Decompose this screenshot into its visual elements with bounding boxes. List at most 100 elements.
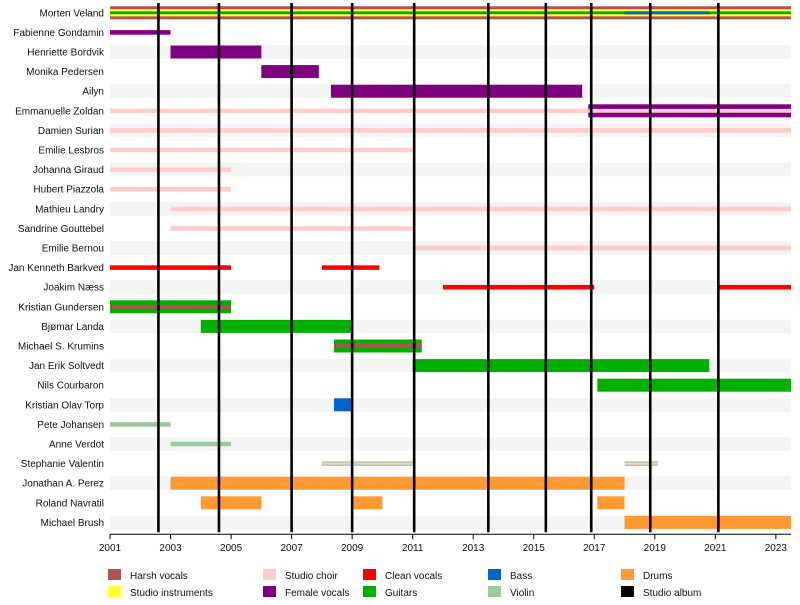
- bar-emmanuelle-zoldan-choir: [588, 108, 791, 113]
- bar-jan-kenneth-barkved-clean: [321, 265, 380, 270]
- legend-label-drums: Drums: [643, 571, 672, 582]
- x-tick-label-2017: 2017: [583, 543, 606, 554]
- legend-swatch-violin: [488, 586, 501, 597]
- bar-michael-brush-drums: [624, 515, 791, 529]
- legend-swatch-female: [263, 586, 276, 597]
- legend-label-clean: Clean vocals: [385, 571, 442, 582]
- legend-swatch-clean: [363, 569, 376, 580]
- x-axis: 2001 2003 2005 2007 2009 2011 2013 2015 2017 2019…: [99, 533, 791, 554]
- bar-jan-erik-soltvedt-guitars: [412, 359, 710, 373]
- row-background: [110, 45, 791, 59]
- x-tick-label-2021: 2021: [704, 543, 727, 554]
- member-label-stephanie-valentin: Stephanie Valentin: [21, 459, 104, 470]
- bar-joakim-n-ss-clean: [442, 284, 595, 290]
- member-labels: Morten Veland Fabienne Gondamin Henriette …: [8, 8, 105, 529]
- bar-henriette-bordvik-female: [170, 45, 262, 59]
- member-label-joakim-n-ss: Joakim Næss: [43, 283, 104, 294]
- legend-swatch-harsh: [108, 569, 121, 580]
- bar-fabienne-gondamin-female: [110, 30, 171, 35]
- legend-swatch-instr: [108, 586, 121, 597]
- bar-michael-s-krumins-harsh: [333, 344, 422, 348]
- member-label-bj-mar-landa: Bjømar Landa: [41, 322, 104, 333]
- row-background: [110, 162, 791, 177]
- member-label-roland-navratil: Roland Navratil: [36, 498, 104, 509]
- bar-ailyn-female: [330, 84, 583, 98]
- member-label-nils-courbaron: Nils Courbaron: [37, 381, 104, 392]
- legend-label-album: Studio album: [643, 588, 701, 599]
- x-tick-label-2007: 2007: [280, 543, 303, 554]
- member-label-jonathan-a-perez: Jonathan A. Perez: [22, 479, 104, 490]
- member-label-morten-veland: Morten Veland: [40, 8, 105, 19]
- member-label-emilie-bernou: Emilie Bernou: [42, 244, 104, 255]
- legend-swatch-drums: [621, 569, 634, 580]
- bar-emilie-lesbros-choir: [110, 147, 413, 153]
- bar-pete-johansen-violin: [110, 422, 171, 427]
- member-label-fabienne-gondamin: Fabienne Gondamin: [13, 28, 104, 39]
- member-label-michael-brush: Michael Brush: [41, 518, 104, 529]
- bar-nils-courbaron-guitars: [597, 378, 791, 392]
- bar-hubert-piazzola-choir: [110, 186, 232, 192]
- member-label-damien-surian: Damien Surian: [38, 126, 104, 137]
- bar-jonathan-a-perez-drums: [170, 476, 625, 490]
- legend-swatch-bass: [488, 569, 501, 580]
- bar-roland-navratil-drums: [352, 496, 383, 510]
- legend-label-instr: Studio instruments: [130, 588, 213, 599]
- bar-kristian-olav-torp-bass: [333, 398, 353, 412]
- x-tick-label-2011: 2011: [402, 543, 424, 554]
- x-tick-label-2015: 2015: [523, 543, 546, 554]
- member-label-pete-johansen: Pete Johansen: [37, 420, 104, 431]
- legend-swatch-guitars: [363, 586, 376, 597]
- row-background: [110, 398, 791, 412]
- bar-stephanie-valentin-choir: [321, 462, 413, 465]
- member-label-jan-erik-soltvedt: Jan Erik Soltvedt: [29, 361, 104, 372]
- bar-damien-surian-choir: [110, 128, 791, 133]
- x-tick-label-2013: 2013: [462, 543, 485, 554]
- row-background: [110, 437, 791, 451]
- legend: Harsh vocals Studio instruments Studio cho…: [108, 569, 701, 599]
- x-tick-label-2019: 2019: [644, 543, 667, 554]
- bar-morten-veland-guitars: [110, 11, 791, 15]
- member-label-sandrine-gouttebel: Sandrine Gouttebel: [18, 224, 104, 235]
- bar-morten-veland-bass: [624, 11, 710, 15]
- member-label-anne-verdot: Anne Verdot: [49, 440, 104, 451]
- x-tick-label-2001: 2001: [99, 543, 122, 554]
- member-label-monika-pedersen: Monika Pedersen: [26, 67, 104, 78]
- legend-label-violin: Violin: [510, 588, 534, 599]
- member-label-henriette-bordvik: Henriette Bordvik: [27, 48, 105, 59]
- member-bars: [110, 6, 792, 529]
- bar-mathieu-landry-choir: [170, 206, 792, 212]
- bar-stephanie-valentin-choir: [624, 462, 658, 465]
- legend-label-female: Female vocals: [285, 588, 349, 599]
- member-label-hubert-piazzola: Hubert Piazzola: [33, 185, 104, 196]
- bar-joakim-n-ss-clean: [718, 284, 791, 290]
- legend-label-guitars: Guitars: [385, 588, 417, 599]
- member-label-kristian-olav-torp: Kristian Olav Torp: [25, 400, 104, 411]
- legend-swatch-choir: [263, 569, 276, 580]
- bar-anne-verdot-violin: [170, 441, 232, 447]
- bar-jan-kenneth-barkved-clean: [110, 265, 232, 270]
- studio-album-lines: [157, 3, 720, 533]
- bar-johanna-giraud-choir: [110, 167, 232, 172]
- bar-monika-pedersen-female: [261, 65, 319, 79]
- x-tick-label-2009: 2009: [341, 543, 364, 554]
- bar-kristian-gundersen-harsh: [110, 304, 232, 309]
- bar-emilie-bernou-choir: [412, 245, 791, 251]
- member-label-ailyn: Ailyn: [82, 87, 104, 98]
- legend-label-bass: Bass: [510, 571, 532, 582]
- member-label-mathieu-landry: Mathieu Landry: [35, 204, 104, 215]
- legend-label-choir: Studio choir: [285, 571, 338, 582]
- x-tick-label-2005: 2005: [220, 543, 243, 554]
- bar-bj-mar-landa-guitars: [200, 319, 353, 333]
- bar-roland-navratil-drums: [200, 496, 262, 510]
- member-label-emilie-lesbros: Emilie Lesbros: [38, 146, 104, 157]
- bar-emmanuelle-zoldan-choir: [110, 108, 791, 114]
- member-label-emmanuelle-zoldan: Emmanuelle Zoldan: [15, 106, 104, 117]
- x-tick-label-2003: 2003: [159, 543, 182, 554]
- member-label-johanna-giraud: Johanna Giraud: [33, 165, 104, 176]
- x-tick-label-2023: 2023: [765, 543, 788, 554]
- bar-roland-navratil-drums: [597, 496, 625, 510]
- row-background: [110, 515, 791, 530]
- legend-swatch-album: [621, 586, 634, 597]
- member-label-kristian-gundersen: Kristian Gundersen: [18, 302, 104, 313]
